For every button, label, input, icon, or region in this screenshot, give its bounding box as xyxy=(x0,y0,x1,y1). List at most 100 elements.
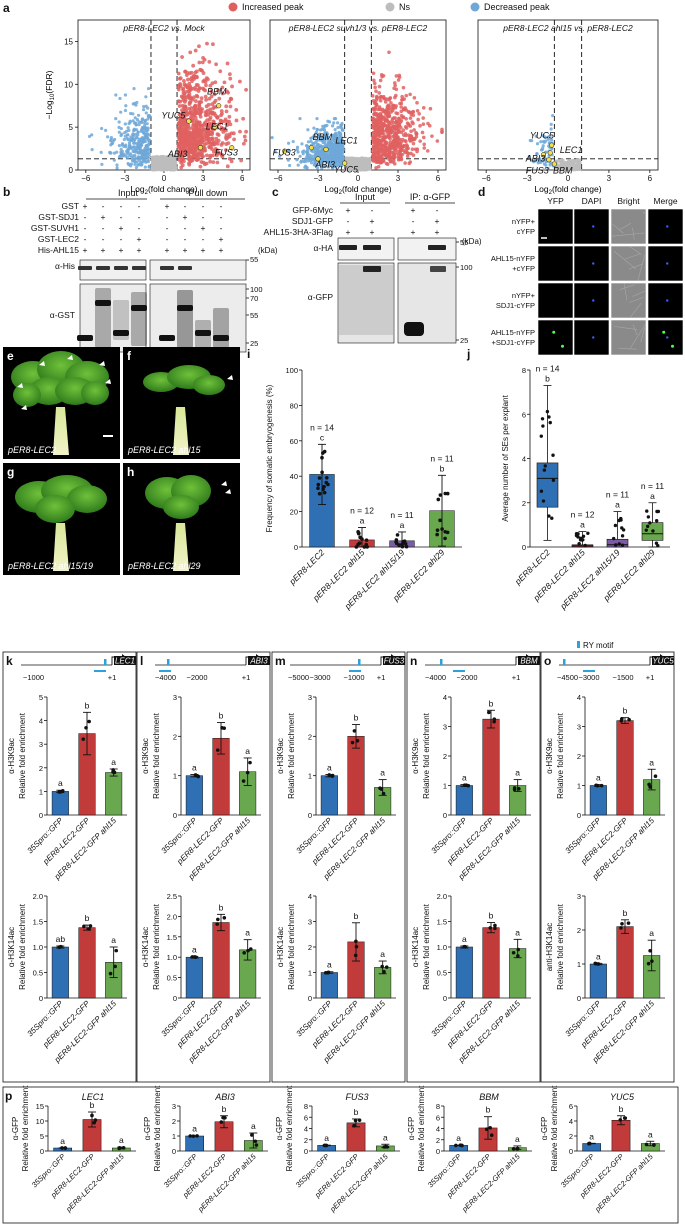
significance-letter: b xyxy=(219,902,224,912)
significance-letter: a xyxy=(596,951,601,961)
data-point xyxy=(382,109,386,114)
data-point xyxy=(187,162,192,167)
data-point xyxy=(177,130,182,135)
condition-sign: - xyxy=(436,205,439,215)
data-point xyxy=(418,139,422,143)
condition-label: GST xyxy=(62,201,79,211)
yfp-signal xyxy=(561,344,564,348)
scale-bar xyxy=(103,435,113,437)
position-tick-label: +1 xyxy=(377,673,386,682)
data-point xyxy=(484,1127,489,1131)
bar xyxy=(455,946,473,999)
data-point xyxy=(224,133,229,137)
data-point xyxy=(539,434,543,438)
data-point xyxy=(214,150,219,154)
y-tick-label: 15 xyxy=(36,1102,44,1111)
data-point xyxy=(646,961,651,966)
significance-letter: a xyxy=(456,1133,461,1143)
significance-letter: a xyxy=(462,773,467,783)
y-tick-label: 2.0 xyxy=(437,892,447,901)
data-point xyxy=(403,106,407,110)
data-point xyxy=(198,100,202,105)
bar xyxy=(185,775,203,816)
position-tick-label: +1 xyxy=(646,673,655,682)
data-point xyxy=(551,113,555,118)
data-point xyxy=(408,116,413,120)
condition-sign: - xyxy=(220,201,223,211)
data-point xyxy=(653,774,658,779)
bar xyxy=(320,972,338,999)
y-axis-label: Relative fold enrichment xyxy=(18,903,27,990)
data-point xyxy=(211,119,216,124)
data-point xyxy=(254,1143,259,1147)
position-tick-label: +1 xyxy=(108,673,117,682)
data-point xyxy=(373,151,377,156)
data-point xyxy=(213,80,218,85)
data-point xyxy=(143,136,147,140)
data-point xyxy=(190,97,195,102)
data-point xyxy=(82,924,86,929)
band xyxy=(96,266,110,270)
data-point xyxy=(205,41,209,46)
y-tick-label: 5 xyxy=(40,1132,44,1141)
data-point xyxy=(134,165,138,170)
data-point xyxy=(620,543,625,547)
data-point xyxy=(333,155,337,159)
y-axis-label: α-GFP xyxy=(11,1117,20,1141)
data-point xyxy=(186,77,190,82)
bar xyxy=(482,927,500,999)
data-point xyxy=(366,161,370,165)
data-point xyxy=(93,1118,98,1122)
data-point xyxy=(137,139,141,143)
data-point xyxy=(399,101,404,106)
highlight-gene-point xyxy=(549,142,555,148)
condition-sign: - xyxy=(184,234,187,244)
micrograph-tile xyxy=(573,208,610,245)
data-point xyxy=(371,71,376,76)
data-point xyxy=(243,138,248,143)
legend-ns-text: Ns xyxy=(399,2,410,12)
volcano-plot: pER8-LEC2 suvh1/3 vs. pER8-LEC2 −6 −3 0 3 6 Lo… xyxy=(269,19,447,196)
data-point xyxy=(550,516,554,520)
data-point xyxy=(413,137,417,141)
y-axis-label: Relative fold enrichment xyxy=(152,903,161,990)
condition-sign: + xyxy=(219,245,224,255)
y-axis-label: Relative fold enrichment xyxy=(556,903,565,990)
significance-letter: a xyxy=(380,949,385,959)
data-point xyxy=(400,115,405,120)
data-point xyxy=(213,146,218,151)
y-tick-label: 4 xyxy=(436,1125,440,1134)
data-point xyxy=(364,542,369,547)
data-point xyxy=(120,132,124,136)
category-label: pER8-LEC2-GFP xyxy=(445,999,496,1050)
smear xyxy=(177,290,193,348)
marker: 55 xyxy=(250,255,258,264)
y-axis-label: −Log10(FDR) xyxy=(44,70,56,119)
data-point xyxy=(109,139,113,143)
data-point xyxy=(622,1116,627,1120)
data-point xyxy=(324,155,328,159)
data-point xyxy=(215,922,219,926)
data-point xyxy=(225,123,230,127)
y-tick-label: 4 xyxy=(522,455,526,464)
significance-letter: b xyxy=(489,911,494,921)
data-point xyxy=(210,111,215,116)
data-point xyxy=(383,123,387,128)
data-point xyxy=(340,146,345,150)
data-point xyxy=(126,161,130,166)
xlabel-main: Log xyxy=(324,184,338,194)
data-point xyxy=(111,770,115,774)
data-point xyxy=(126,126,130,130)
data-point xyxy=(403,161,407,165)
band xyxy=(131,305,147,311)
data-point xyxy=(333,128,337,132)
data-point xyxy=(462,944,466,949)
x-tick-label: 3 xyxy=(396,174,401,183)
data-point xyxy=(356,542,360,547)
data-point xyxy=(147,138,151,142)
